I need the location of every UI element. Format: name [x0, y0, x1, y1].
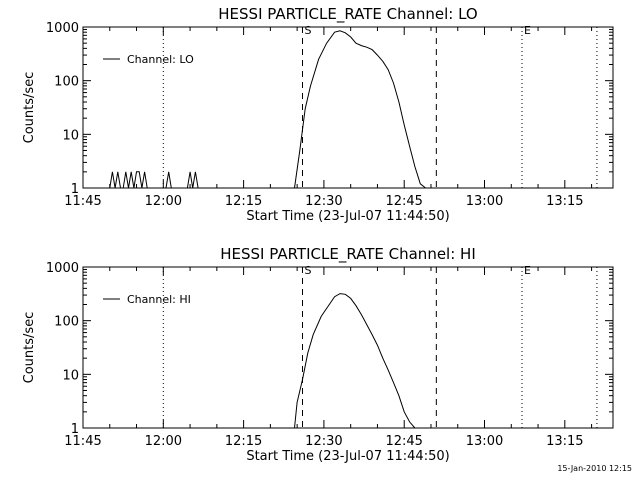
x-tick-label: 13:00 — [466, 434, 503, 449]
x-axis-label: Start Time (23-Jul-07 11:44:50) — [246, 449, 449, 464]
series-line-1-segment-1 — [109, 171, 148, 189]
x-tick-label: 13:00 — [466, 194, 503, 209]
x-tick-label: 12:45 — [385, 194, 422, 209]
x-tick-label: 12:45 — [385, 434, 422, 449]
plot-frame — [82, 266, 614, 429]
y-tick-label: 1000 — [46, 261, 79, 276]
x-tick-label: 13:15 — [546, 434, 583, 449]
time-marker-label-E: E — [524, 264, 531, 277]
y-tick-label: 100 — [54, 315, 79, 330]
chart-panel-1: HESSI PARTICLE_RATE Channel: LOS E 11:45 12… — [22, 5, 614, 224]
series-line-1-segment-3 — [186, 171, 199, 189]
chart-title: HESSI PARTICLE_RATE Channel: HI — [220, 245, 476, 264]
x-tick-label: 11:45 — [64, 194, 101, 209]
footer-timestamp: 15-Jan-2010 12:15 — [557, 464, 632, 473]
series-line-1-segment-2 — [165, 171, 172, 189]
y-tick-label: 1000 — [46, 21, 79, 36]
y-axis-label: Counts/sec — [22, 72, 37, 144]
time-marker-label-S: S — [304, 24, 311, 37]
y-tick-label: 1 — [71, 422, 79, 437]
y-tick-label: 100 — [54, 75, 79, 90]
y-tick-label: 10 — [62, 368, 79, 383]
x-tick-label: 12:30 — [305, 434, 342, 449]
plot-frame — [82, 26, 614, 189]
time-marker-label-E: E — [524, 24, 531, 37]
chart-title: HESSI PARTICLE_RATE Channel: LO — [218, 5, 477, 24]
legend-label: Channel: LO — [127, 53, 194, 66]
x-tick-label: 12:15 — [225, 194, 262, 209]
x-tick-label: 13:15 — [546, 194, 583, 209]
series-line-1-segment-1 — [294, 293, 416, 429]
series-line-1-segment-4 — [294, 30, 437, 189]
legend-label: Channel: HI — [127, 293, 191, 306]
x-axis-label: Start Time (23-Jul-07 11:44:50) — [246, 209, 449, 224]
chart-panel-2: HESSI PARTICLE_RATE Channel: HIS E 11:45 12… — [22, 245, 614, 464]
y-axis-label: Counts/sec — [22, 312, 37, 384]
y-tick-label: 10 — [62, 128, 79, 143]
x-tick-label: 12:30 — [305, 194, 342, 209]
x-tick-label: 12:15 — [225, 434, 262, 449]
time-marker-label-S: S — [304, 264, 311, 277]
x-tick-label: 12:00 — [145, 434, 182, 449]
y-tick-label: 1 — [71, 182, 79, 197]
x-tick-label: 11:45 — [64, 434, 101, 449]
x-tick-label: 12:00 — [145, 194, 182, 209]
